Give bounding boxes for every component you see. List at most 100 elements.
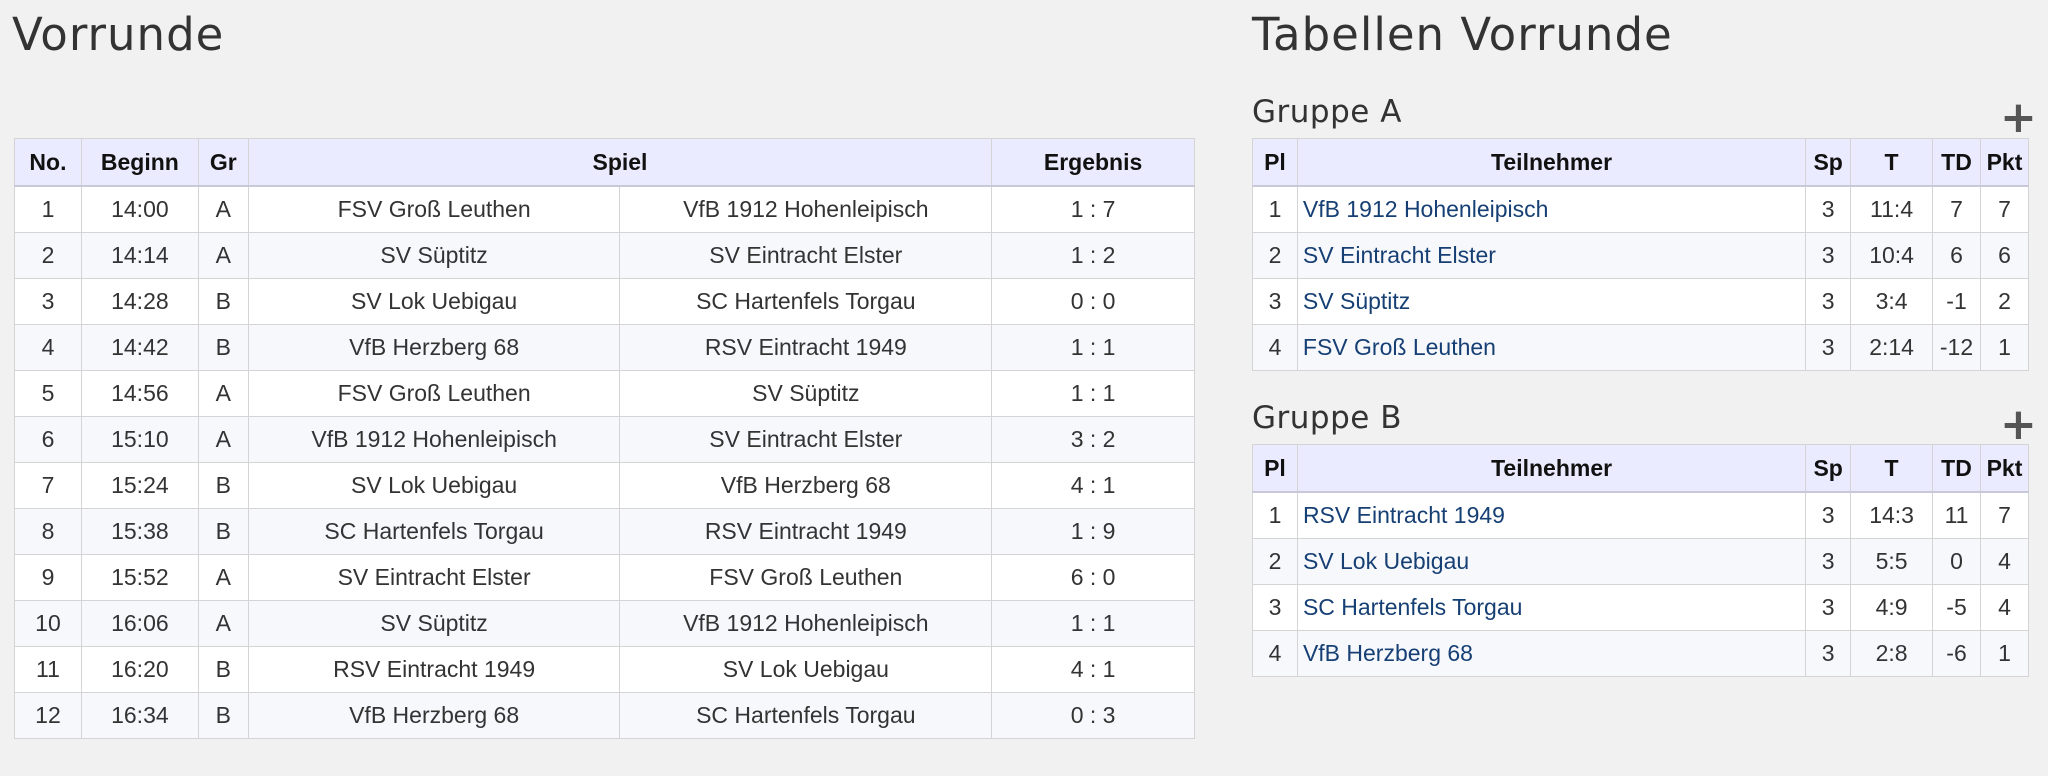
standing-team-link[interactable]: VfB Herzberg 68: [1296, 630, 1807, 677]
match-no: 7: [14, 462, 82, 509]
standing-goals: 11:4: [1850, 185, 1934, 233]
match-group: B: [197, 462, 249, 509]
match-no: 3: [14, 278, 82, 325]
table-row: 2 SV Eintracht Elster 3 10:4 6 6: [1252, 232, 2030, 279]
col-header-ergebnis: Ergebnis: [991, 138, 1195, 187]
standing-team-link[interactable]: SV Eintracht Elster: [1296, 232, 1807, 279]
match-no: 4: [14, 324, 82, 371]
match-home-team: SC Hartenfels Torgau: [247, 508, 621, 555]
standing-played: 3: [1805, 584, 1852, 631]
standing-goal-diff: -6: [1932, 630, 1981, 677]
standing-goal-diff: 7: [1932, 185, 1981, 233]
match-home-team: VfB 1912 Hohenleipisch: [247, 416, 621, 463]
standing-points: 7: [1979, 491, 2030, 539]
standing-goals: 2:14: [1850, 324, 1934, 371]
match-home-team: SV Lok Uebigau: [247, 278, 621, 325]
col-header-pl: Pl: [1252, 444, 1298, 493]
match-home-team: RSV Eintracht 1949: [247, 646, 621, 693]
standing-team-link[interactable]: FSV Groß Leuthen: [1296, 324, 1807, 371]
standing-points: 1: [1979, 324, 2030, 371]
standing-goals: 10:4: [1850, 232, 1934, 279]
match-group: A: [197, 370, 249, 417]
match-result: 1 : 9: [991, 508, 1195, 555]
standing-goal-diff: 11: [1932, 491, 1981, 539]
standings-table-group-a: Pl Teilnehmer Sp T TD Pkt 1 VfB 1912 Hohe…: [1252, 138, 2030, 371]
table-header-row: Pl Teilnehmer Sp T TD Pkt: [1252, 444, 2030, 493]
match-away-team: VfB 1912 Hohenleipisch: [619, 600, 993, 647]
standing-team-link[interactable]: RSV Eintracht 1949: [1296, 491, 1807, 539]
col-header-pkt: Pkt: [1979, 444, 2030, 493]
table-header-row: Pl Teilnehmer Sp T TD Pkt: [1252, 138, 2030, 187]
table-row: 3 14:28 B SV Lok Uebigau SC Hartenfels Torga…: [14, 278, 1195, 325]
match-no: 2: [14, 232, 82, 279]
standing-points: 4: [1979, 538, 2030, 585]
match-time: 15:38: [80, 508, 199, 555]
expand-plus-icon[interactable]: +: [2000, 399, 2037, 450]
match-result: 0 : 3: [991, 692, 1195, 739]
match-time: 14:00: [80, 185, 199, 233]
col-header-sp: Sp: [1805, 444, 1852, 493]
match-no: 11: [14, 646, 82, 693]
match-time: 16:06: [80, 600, 199, 647]
table-row: 2 SV Lok Uebigau 3 5:5 0 4: [1252, 538, 2030, 585]
match-away-team: FSV Groß Leuthen: [619, 554, 993, 601]
match-group: B: [197, 324, 249, 371]
standing-goals: 4:9: [1850, 584, 1934, 631]
standing-team-link[interactable]: VfB 1912 Hohenleipisch: [1296, 185, 1807, 233]
col-header-t: T: [1850, 138, 1934, 187]
match-time: 14:42: [80, 324, 199, 371]
standing-goals: 14:3: [1850, 491, 1934, 539]
match-away-team: SC Hartenfels Torgau: [619, 278, 993, 325]
match-no: 1: [14, 185, 82, 233]
table-row: 3 SV Süptitz 3 3:4 -1 2: [1252, 278, 2030, 325]
match-home-team: SV Lok Uebigau: [247, 462, 621, 509]
table-row: 1 RSV Eintracht 1949 3 14:3 11 7: [1252, 491, 2030, 539]
col-header-t: T: [1850, 444, 1934, 493]
match-group: B: [197, 646, 249, 693]
match-no: 12: [14, 692, 82, 739]
match-time: 14:28: [80, 278, 199, 325]
standing-team-link[interactable]: SV Lok Uebigau: [1296, 538, 1807, 585]
table-row: 7 15:24 B SV Lok Uebigau VfB Herzberg 68 4 : …: [14, 462, 1195, 509]
standing-points: 7: [1979, 185, 2030, 233]
table-row: 10 16:06 A SV Süptitz VfB 1912 Hohenleipisch…: [14, 600, 1195, 647]
match-away-team: SV Lok Uebigau: [619, 646, 993, 693]
table-row: 4 VfB Herzberg 68 3 2:8 -6 1: [1252, 630, 2030, 677]
match-result: 1 : 1: [991, 600, 1195, 647]
match-group: B: [197, 508, 249, 555]
col-header-td: TD: [1932, 444, 1981, 493]
match-home-team: SV Eintracht Elster: [247, 554, 621, 601]
expand-plus-icon[interactable]: +: [2000, 92, 2037, 143]
standing-goal-diff: -12: [1932, 324, 1981, 371]
standing-points: 2: [1979, 278, 2030, 325]
match-result: 0 : 0: [991, 278, 1195, 325]
match-home-team: FSV Groß Leuthen: [247, 370, 621, 417]
standing-played: 3: [1805, 278, 1852, 325]
col-header-no: No.: [14, 138, 82, 187]
match-no: 9: [14, 554, 82, 601]
col-header-teilnehmer: Teilnehmer: [1296, 138, 1807, 187]
match-result: 6 : 0: [991, 554, 1195, 601]
col-header-beginn: Beginn: [80, 138, 199, 187]
match-away-team: SC Hartenfels Torgau: [619, 692, 993, 739]
standing-played: 3: [1805, 491, 1852, 539]
standing-goal-diff: 6: [1932, 232, 1981, 279]
match-away-team: SV Eintracht Elster: [619, 416, 993, 463]
standing-team-link[interactable]: SC Hartenfels Torgau: [1296, 584, 1807, 631]
standing-played: 3: [1805, 185, 1852, 233]
standing-goal-diff: -5: [1932, 584, 1981, 631]
match-home-team: VfB Herzberg 68: [247, 692, 621, 739]
match-no: 5: [14, 370, 82, 417]
table-row: 5 14:56 A FSV Groß Leuthen SV Süptitz 1 : 1: [14, 370, 1195, 417]
match-result: 4 : 1: [991, 462, 1195, 509]
standing-points: 4: [1979, 584, 2030, 631]
match-result: 3 : 2: [991, 416, 1195, 463]
standing-place: 4: [1252, 324, 1298, 371]
match-time: 14:14: [80, 232, 199, 279]
match-home-team: FSV Groß Leuthen: [247, 185, 621, 233]
standing-goal-diff: -1: [1932, 278, 1981, 325]
table-row: 1 14:00 A FSV Groß Leuthen VfB 1912 Hohenlei…: [14, 185, 1195, 233]
standing-place: 2: [1252, 538, 1298, 585]
standing-team-link[interactable]: SV Süptitz: [1296, 278, 1807, 325]
table-row: 4 14:42 B VfB Herzberg 68 RSV Eintracht 1949…: [14, 324, 1195, 371]
